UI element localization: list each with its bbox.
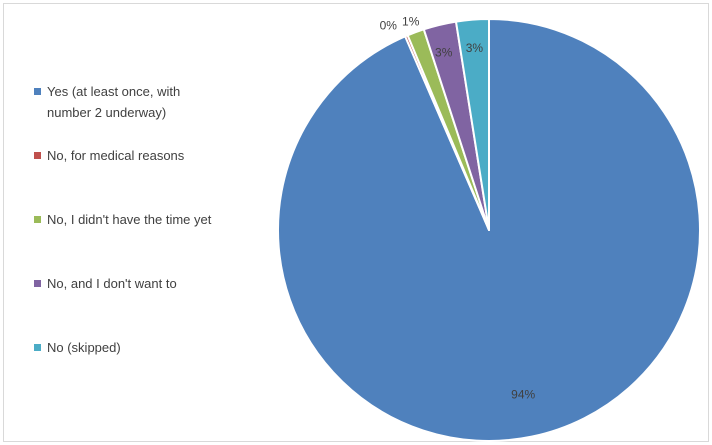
legend-label-3: No, I didn't have the time yet <box>47 212 212 227</box>
data-label-1: 94% <box>511 387 535 401</box>
data-label-4: 3% <box>435 46 453 60</box>
data-label-2: 0% <box>380 18 398 32</box>
percent-labels: 94% 0% 1% 3% 3% <box>380 14 536 401</box>
legend-label-2: No, for medical reasons <box>47 148 185 163</box>
legend-item-4: No, and I don't want to <box>34 276 177 291</box>
legend-swatch-3 <box>34 216 41 223</box>
pie-slices <box>277 18 701 442</box>
legend-label-1: Yes (at least once, with number 2 underwa… <box>47 84 180 120</box>
legend-swatch-2 <box>34 152 41 159</box>
pie-slice-5 <box>454 18 490 231</box>
legend-swatch-5 <box>34 344 41 351</box>
data-label-3: 1% <box>402 14 420 28</box>
legend-label-5: No (skipped) <box>47 340 121 355</box>
legend-item-2: No, for medical reasons <box>34 148 185 163</box>
data-label-5: 3% <box>466 41 484 55</box>
legend-swatch-1 <box>34 88 41 95</box>
legend-swatch-4 <box>34 280 41 287</box>
legend-label-4: No, and I don't want to <box>47 276 177 291</box>
legend-item-3: No, I didn't have the time yet <box>34 212 212 227</box>
legend-item-5: No (skipped) <box>34 340 121 355</box>
legend-item-1: Yes (at least once, with number 2 underwa… <box>34 84 180 120</box>
legend: Yes (at least once, with number 2 underwa… <box>34 84 212 355</box>
